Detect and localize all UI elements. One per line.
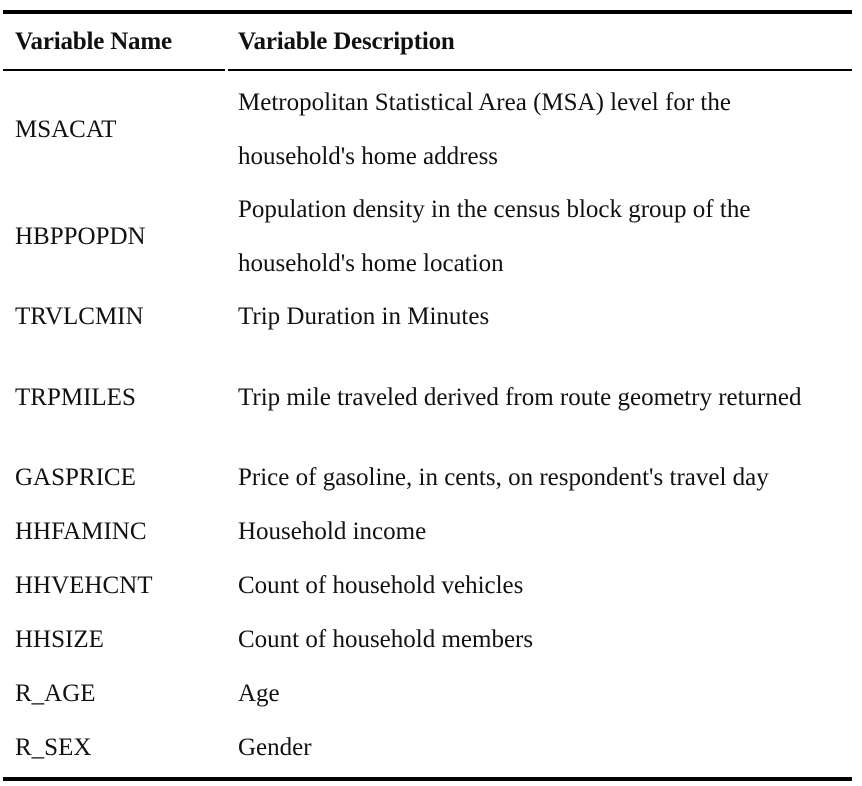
- variable-name-cell: HBPPOPDN: [15, 222, 146, 250]
- table-header-row: Variable Name Variable Description: [3, 14, 852, 69]
- table-row: HHVEHCNT Count of household vehicles: [3, 559, 852, 613]
- table-body: MSACAT Metropolitan Statistical Area (MS…: [3, 71, 852, 777]
- table-row: R_AGE Age: [3, 667, 852, 721]
- variable-description-cell: Metropolitan Statistical Area (MSA) leve…: [238, 89, 731, 170]
- variable-name-cell: R_SEX: [15, 734, 92, 761]
- variable-description-cell: Count of household vehicles: [238, 572, 524, 600]
- table-row: TRPMILES Trip mile traveled derived from…: [3, 344, 852, 451]
- table-row: HHSIZE Count of household members: [3, 613, 852, 667]
- variable-name-cell: HHVEHCNT: [15, 572, 153, 599]
- table-row: TRVLCMIN Trip Duration in Minutes: [3, 290, 852, 344]
- variable-description-cell: Count of household members: [238, 626, 534, 654]
- variable-description-cell: Trip Duration in Minutes: [238, 303, 490, 331]
- table-top-rule: [3, 10, 852, 14]
- variable-name-cell: TRPMILES: [15, 383, 136, 411]
- variable-name-cell: MSACAT: [15, 115, 117, 143]
- variable-description-cell: Price of gasoline, in cents, on responde…: [238, 464, 769, 492]
- table-row: MSACAT Metropolitan Statistical Area (MS…: [3, 76, 852, 183]
- variables-table: Variable Name Variable Description MSACA…: [3, 10, 852, 781]
- table-row: R_SEX Gender: [3, 721, 852, 775]
- header-variable-name: Variable Name: [15, 27, 172, 55]
- variable-name-cell: R_AGE: [15, 680, 96, 707]
- variable-description-cell: Age: [238, 680, 280, 708]
- table-bottom-rule: [3, 777, 852, 781]
- table-row: HHFAMINC Household income: [3, 505, 852, 559]
- table-row: GASPRICE Price of gasoline, in cents, on…: [3, 451, 852, 505]
- variable-description-cell: Population density in the census block g…: [238, 196, 751, 277]
- variable-name-cell: GASPRICE: [15, 464, 136, 491]
- table-row: HBPPOPDN Population density in the censu…: [3, 183, 852, 290]
- header-variable-description: Variable Description: [238, 27, 455, 55]
- variable-name-cell: HHFAMINC: [15, 518, 147, 545]
- variable-name-cell: TRVLCMIN: [15, 303, 144, 330]
- variable-description-cell: Trip mile traveled derived from route ge…: [238, 383, 802, 411]
- header-rule: [3, 69, 852, 71]
- variable-description-cell: Household income: [238, 518, 427, 546]
- variable-name-cell: HHSIZE: [15, 626, 104, 653]
- variable-description-cell: Gender: [238, 734, 312, 762]
